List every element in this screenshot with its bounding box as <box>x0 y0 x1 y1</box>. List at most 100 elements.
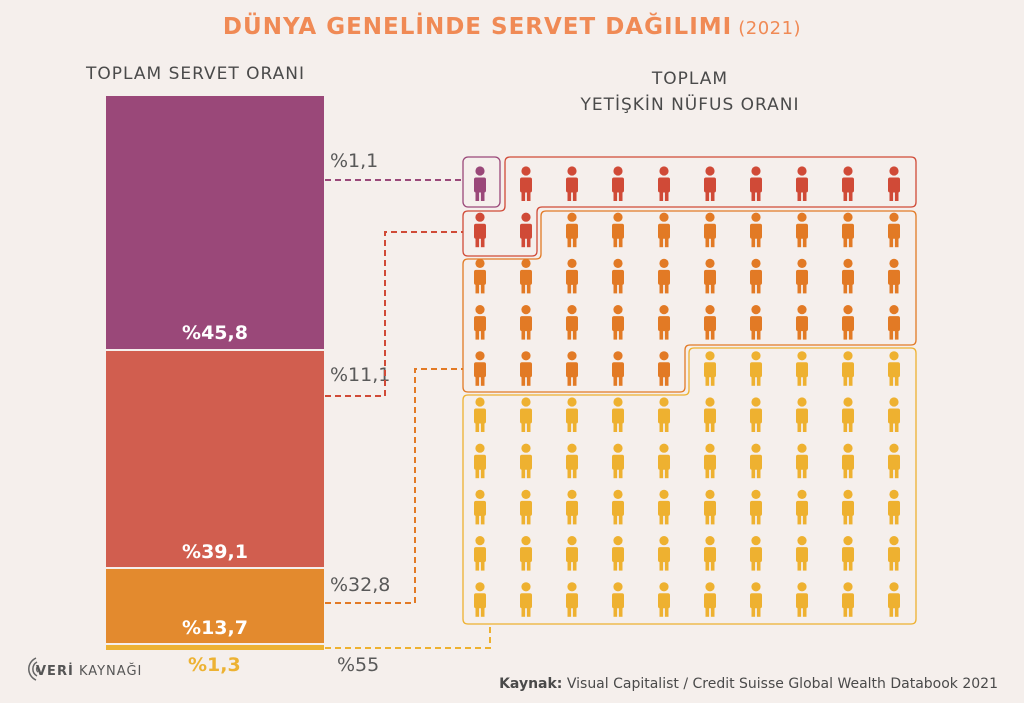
person-icon <box>474 443 486 479</box>
person-icon <box>750 258 762 294</box>
person-icon <box>888 489 900 525</box>
person-icon <box>658 166 670 201</box>
person-icon <box>842 582 854 617</box>
person-icon <box>566 536 578 571</box>
person-icon <box>612 305 624 340</box>
person-icon <box>750 536 762 571</box>
person-icon <box>796 397 808 432</box>
person-icon <box>658 351 670 386</box>
wealth-label-4: %1,3 <box>188 654 241 676</box>
person-icon <box>474 305 486 340</box>
person-icon <box>888 305 900 340</box>
person-icon <box>888 212 900 248</box>
person-icon <box>796 443 808 479</box>
person-icon <box>520 166 532 201</box>
person-icon <box>612 166 624 201</box>
group-box-1 <box>462 156 501 208</box>
person-icon <box>888 166 900 201</box>
logo-label: KAYNAĞI <box>78 664 143 679</box>
person-icon <box>842 258 854 294</box>
person-icon <box>750 305 762 340</box>
person-icon <box>796 536 808 571</box>
person-icon <box>796 258 808 294</box>
person-icon <box>750 351 762 386</box>
person-icon <box>612 212 624 248</box>
person-icon <box>704 351 716 386</box>
person-icon <box>612 582 624 617</box>
person-icon <box>704 536 716 571</box>
person-icon <box>750 489 762 525</box>
person-icon <box>612 258 624 294</box>
person-icon <box>842 536 854 571</box>
person-icon <box>750 397 762 432</box>
population-heading-line1: TOPLAM <box>651 69 729 89</box>
person-icon <box>658 397 670 432</box>
person-icon <box>658 489 670 525</box>
person-icon <box>566 166 578 201</box>
group-box-4 <box>462 347 917 625</box>
person-icon <box>566 305 578 340</box>
source-label: Kaynak: <box>499 676 563 692</box>
person-icon <box>796 212 808 248</box>
person-icon <box>750 166 762 201</box>
person-icon <box>566 351 578 386</box>
person-icon <box>520 443 532 479</box>
person-icon <box>612 397 624 432</box>
wealth-bar-segment-1: %45,8 <box>106 96 324 349</box>
person-icon <box>474 397 486 432</box>
logo: VERİ KAYNAĞI <box>22 656 141 686</box>
person-icon <box>888 443 900 479</box>
person-icon <box>888 351 900 386</box>
person-icon <box>842 305 854 340</box>
person-icon <box>704 582 716 617</box>
person-icon <box>750 443 762 479</box>
person-icon <box>888 258 900 294</box>
person-icon <box>566 489 578 525</box>
person-icon <box>704 305 716 340</box>
wealth-label-3: %13,7 <box>182 617 248 639</box>
person-icon <box>520 305 532 340</box>
wealth-label-1: %45,8 <box>182 322 248 344</box>
person-icon <box>474 258 486 294</box>
person-icon <box>888 536 900 571</box>
population-heading-line2: YETİŞKİN NÜFUS ORANI <box>580 95 800 115</box>
person-icon <box>842 443 854 479</box>
person-icon <box>520 489 532 525</box>
person-icon <box>566 212 578 248</box>
connector-2 <box>325 231 463 397</box>
person-icon <box>796 582 808 617</box>
person-icon <box>658 443 670 479</box>
person-icon <box>658 212 670 248</box>
person-icon <box>704 397 716 432</box>
person-icon <box>842 166 854 201</box>
person-icon <box>704 443 716 479</box>
person-icon <box>474 582 486 617</box>
person-icon <box>796 166 808 201</box>
person-icon <box>658 536 670 571</box>
wealth-heading: TOPLAM SERVET ORANI <box>86 64 306 84</box>
source: Kaynak: Visual Capitalist / Credit Suiss… <box>499 676 998 692</box>
person-icon <box>704 212 716 248</box>
person-icon <box>612 489 624 525</box>
person-icon <box>704 258 716 294</box>
person-icon <box>520 351 532 386</box>
person-icon <box>704 489 716 525</box>
population-label-3: %32,8 <box>330 574 391 596</box>
person-icon <box>842 351 854 386</box>
person-icon <box>842 212 854 248</box>
connector-3 <box>325 368 463 604</box>
person-icon <box>750 582 762 617</box>
person-icon <box>520 212 532 248</box>
person-icon <box>796 351 808 386</box>
population-heading: TOPLAM YETİŞKİN NÜFUS ORANI <box>540 66 840 118</box>
person-icon <box>658 305 670 340</box>
person-icon <box>520 258 532 294</box>
page-title: DÜNYA GENELİNDE SERVET DAĞILIMI (2021) <box>0 14 1024 40</box>
person-icon <box>474 536 486 571</box>
person-icon <box>842 489 854 525</box>
population-label-4: %55 <box>337 654 380 676</box>
person-icon <box>520 397 532 432</box>
person-icon <box>658 258 670 294</box>
person-icon <box>796 489 808 525</box>
person-icon <box>520 536 532 571</box>
